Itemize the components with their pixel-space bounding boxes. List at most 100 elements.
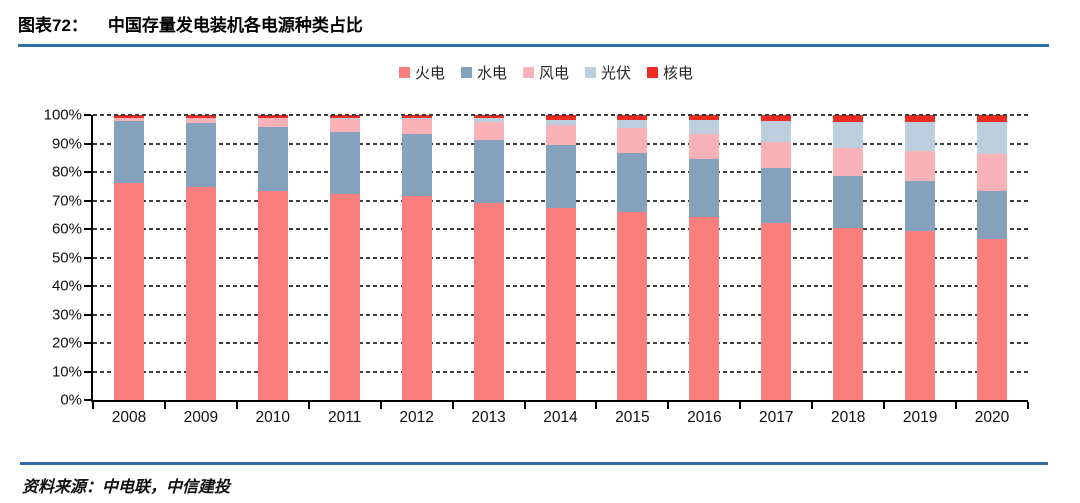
legend-item-核电: 核电 bbox=[647, 62, 693, 83]
bar-segment-水电-2017 bbox=[761, 168, 792, 223]
x-axis-label-2020: 2020 bbox=[974, 409, 1010, 426]
bar-segment-核电-2018 bbox=[833, 115, 864, 122]
y-axis-tick-70 bbox=[84, 199, 91, 202]
legend-label-核电: 核电 bbox=[663, 65, 694, 82]
bar-segment-水电-2014 bbox=[545, 144, 576, 209]
bar-segment-光伏-2018 bbox=[833, 121, 864, 149]
bar-2018 bbox=[833, 115, 864, 400]
x-axis-label-2017: 2017 bbox=[759, 409, 794, 426]
bar-segment-水电-2008 bbox=[113, 121, 144, 184]
figure-title: 中国存量发电装机各电源种类占比 bbox=[107, 16, 363, 35]
bar-segment-风电-2017 bbox=[761, 141, 792, 169]
y-axis-tick-80 bbox=[84, 171, 91, 173]
source-label: 资料来源： bbox=[22, 477, 103, 496]
bar-segment-核电-2008 bbox=[113, 115, 144, 119]
bar-segment-风电-2019 bbox=[905, 151, 936, 181]
bar-segment-水电-2012 bbox=[401, 134, 432, 197]
x-axis-label-2019: 2019 bbox=[902, 409, 938, 426]
legend-label-光伏: 光伏 bbox=[601, 65, 632, 82]
bar-2014 bbox=[545, 115, 576, 400]
x-axis-label-2008: 2008 bbox=[111, 409, 147, 426]
y-axis-label-90: 90% bbox=[51, 135, 82, 152]
bar-segment-光伏-2012 bbox=[401, 118, 432, 120]
y-axis-label-60: 60% bbox=[51, 220, 82, 238]
bar-segment-光伏-2014 bbox=[545, 119, 576, 125]
x-axis-tick-12 bbox=[955, 402, 958, 409]
x-axis-tick-4 bbox=[379, 402, 382, 409]
bar-2017 bbox=[761, 115, 792, 400]
bar-segment-光伏-2017 bbox=[761, 121, 792, 142]
legend-item-风电: 风电 bbox=[522, 62, 569, 83]
bar-2009 bbox=[185, 115, 216, 400]
y-axis-tick-10 bbox=[84, 370, 91, 373]
bar-segment-光伏-2016 bbox=[689, 120, 720, 134]
bar-segment-核电-2014 bbox=[545, 115, 576, 120]
bar-segment-核电-2011 bbox=[329, 115, 360, 119]
bar-segment-风电-2011 bbox=[329, 119, 360, 132]
bar-segment-风电-2014 bbox=[545, 125, 576, 145]
bar-segment-光伏-2019 bbox=[905, 122, 936, 152]
x-axis-label-2016: 2016 bbox=[687, 409, 722, 426]
y-axis-label-80: 80% bbox=[51, 163, 82, 181]
bar-segment-火电-2019 bbox=[905, 231, 936, 400]
legend-item-光伏: 光伏 bbox=[585, 62, 631, 83]
x-axis-label-2009: 2009 bbox=[183, 409, 219, 426]
bar-segment-核电-2016 bbox=[689, 115, 720, 121]
legend-swatch-火电 bbox=[398, 67, 410, 78]
x-axis-tick-10 bbox=[811, 402, 814, 409]
chart-legend: 火电 水电 风电 光伏 核电 bbox=[6, 62, 1080, 83]
bar-segment-光伏-2015 bbox=[617, 120, 648, 129]
x-axis-label-2014: 2014 bbox=[543, 409, 578, 426]
y-axis-label-70: 70% bbox=[51, 192, 82, 209]
bar-2010 bbox=[257, 115, 288, 400]
x-axis-tick-13 bbox=[1027, 402, 1029, 409]
figure-header: 图表72： 中国存量发电装机各电源种类占比 bbox=[18, 11, 363, 36]
legend-label-水电: 水电 bbox=[476, 65, 507, 82]
x-axis-label-2012: 2012 bbox=[399, 409, 434, 426]
bar-segment-核电-2020 bbox=[977, 115, 1008, 122]
bar-segment-火电-2012 bbox=[401, 196, 432, 400]
bar-segment-火电-2013 bbox=[473, 203, 504, 400]
x-axis-tick-8 bbox=[667, 402, 670, 409]
bar-segment-核电-2009 bbox=[185, 115, 216, 118]
bar-2012 bbox=[401, 115, 432, 400]
bar-segment-火电-2014 bbox=[545, 208, 576, 400]
bar-2011 bbox=[329, 115, 360, 400]
y-axis-label-10: 10% bbox=[51, 363, 82, 380]
plot-area: 0% 10% 20% 30% 40% 50% 60% 70% 80% 90% 100% 2008 200… bbox=[44, 107, 1029, 426]
bar-segment-风电-2013 bbox=[473, 122, 504, 140]
bar-segment-火电-2009 bbox=[185, 187, 216, 400]
bar-segment-核电-2017 bbox=[761, 115, 792, 121]
source-text: 中电联，中信建投 bbox=[102, 477, 231, 496]
bar-segment-水电-2010 bbox=[257, 127, 288, 191]
bar-segment-风电-2009 bbox=[185, 117, 216, 124]
bar-segment-核电-2019 bbox=[905, 115, 936, 123]
x-axis-label-2015: 2015 bbox=[615, 409, 650, 426]
bar-segment-火电-2020 bbox=[977, 238, 1008, 400]
bar-segment-水电-2009 bbox=[185, 123, 216, 188]
x-axis-tick-6 bbox=[523, 402, 526, 409]
bar-segment-火电-2017 bbox=[761, 222, 792, 400]
y-axis-tick-60 bbox=[84, 228, 91, 230]
bar-segment-风电-2020 bbox=[977, 154, 1008, 191]
bar-segment-火电-2018 bbox=[833, 228, 864, 400]
x-axis-tick-5 bbox=[451, 402, 454, 409]
bar-segment-核电-2015 bbox=[617, 115, 648, 121]
legend-label-风电: 风电 bbox=[538, 65, 569, 82]
bar-segment-水电-2016 bbox=[689, 159, 720, 217]
bar-segment-风电-2010 bbox=[257, 118, 288, 128]
x-axis-tick-7 bbox=[595, 402, 598, 409]
legend-item-火电: 火电 bbox=[398, 62, 445, 83]
y-axis-label-30: 30% bbox=[51, 306, 82, 323]
header-rule bbox=[18, 44, 1049, 47]
bar-segment-水电-2013 bbox=[473, 139, 504, 204]
source-line: 资料来源：中电联，中信建投 bbox=[22, 473, 230, 497]
bar-segment-核电-2013 bbox=[473, 115, 504, 119]
y-axis-tick-90 bbox=[84, 142, 91, 145]
y-axis-tick-20 bbox=[84, 342, 91, 344]
bar-segment-火电-2010 bbox=[257, 190, 288, 400]
x-axis-label-2013: 2013 bbox=[471, 409, 506, 426]
bar-2013 bbox=[473, 115, 504, 400]
bar-segment-火电-2015 bbox=[617, 212, 648, 400]
bar-2008 bbox=[113, 115, 144, 400]
